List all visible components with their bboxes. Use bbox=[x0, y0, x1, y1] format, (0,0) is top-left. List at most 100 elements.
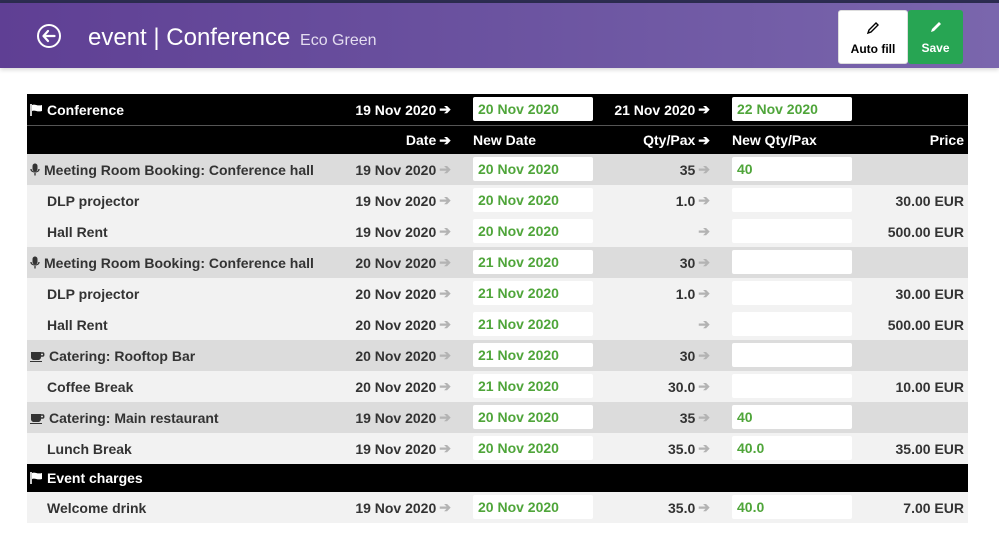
col-new-date: New Date bbox=[473, 132, 537, 148]
row-date: 19 Nov 2020 ➔ bbox=[355, 223, 451, 240]
microphone-icon bbox=[30, 256, 44, 269]
row-price: 7.00 EUR bbox=[903, 499, 964, 516]
new-date-input[interactable]: 20 Nov 2020 bbox=[473, 495, 593, 519]
new-qty-input[interactable] bbox=[732, 343, 852, 367]
item-row: Lunch Break 19 Nov 2020 ➔ 20 Nov 2020 35.0 ➔ 4… bbox=[27, 433, 968, 464]
arrow-right-icon: ➔ bbox=[439, 101, 451, 117]
arrow-right-icon: ➔ bbox=[439, 440, 451, 456]
conference-date2-to-input[interactable]: 22 Nov 2020 bbox=[732, 97, 852, 121]
group-row: Meeting Room Booking: Conference hall 19 … bbox=[27, 154, 968, 185]
new-qty-input[interactable]: 40 bbox=[732, 157, 852, 181]
new-qty-input[interactable] bbox=[732, 312, 852, 336]
row-name: Hall Rent bbox=[47, 216, 108, 247]
conference-header-row: Conference 19 Nov 2020 ➔ 20 Nov 2020 21 … bbox=[27, 94, 968, 125]
new-qty-input[interactable]: 40 bbox=[732, 405, 852, 429]
page-title: event | Conference Eco Green bbox=[88, 24, 377, 52]
arrow-right-icon: ➔ bbox=[698, 254, 710, 270]
new-date-input[interactable]: 20 Nov 2020 bbox=[473, 405, 593, 429]
save-button[interactable]: Save bbox=[908, 10, 963, 64]
row-qty: 35 ➔ bbox=[679, 161, 710, 178]
col-qty: Qty/Pax ➔ bbox=[643, 131, 710, 149]
event-charges-label: Event charges bbox=[30, 464, 143, 492]
arrow-right-icon: ➔ bbox=[698, 161, 710, 177]
new-date-input[interactable]: 20 Nov 2020 bbox=[473, 157, 593, 181]
coffee-cup-icon bbox=[30, 412, 49, 424]
booking-table: Conference 19 Nov 2020 ➔ 20 Nov 2020 21 … bbox=[27, 94, 968, 523]
row-name-text: Meeting Room Booking: Conference hall bbox=[44, 254, 314, 271]
save-label: Save bbox=[921, 41, 950, 55]
row-name-text: Meeting Room Booking: Conference hall bbox=[44, 161, 314, 178]
arrow-right-icon: ➔ bbox=[698, 316, 710, 332]
col-price: Price bbox=[929, 132, 964, 148]
row-name-text: Catering: Main restaurant bbox=[49, 409, 219, 426]
row-name: Welcome drink bbox=[47, 492, 146, 523]
group-row: Meeting Room Booking: Conference hall 20 … bbox=[27, 247, 968, 278]
arrow-right-icon: ➔ bbox=[439, 347, 451, 363]
row-name-text: DLP projector bbox=[47, 285, 140, 302]
row-price: 30.00 EUR bbox=[895, 285, 964, 302]
arrow-right-icon: ➔ bbox=[698, 378, 710, 394]
row-price: 500.00 EUR bbox=[887, 316, 964, 333]
arrow-right-icon: ➔ bbox=[439, 499, 451, 515]
new-qty-input[interactable] bbox=[732, 374, 852, 398]
row-name: DLP projector bbox=[47, 185, 139, 216]
autofill-button[interactable]: Auto fill bbox=[838, 10, 908, 64]
row-price: 30.00 EUR bbox=[895, 192, 964, 209]
row-qty: 1.0 ➔ bbox=[675, 192, 710, 209]
new-qty-input[interactable] bbox=[732, 281, 852, 305]
title-subtitle: Eco Green bbox=[300, 32, 377, 49]
new-date-input[interactable]: 21 Nov 2020 bbox=[473, 250, 593, 274]
col-new-qty: New Qty/Pax bbox=[732, 132, 817, 148]
row-qty: 35.0 ➔ bbox=[668, 440, 710, 457]
row-name-text: Coffee Break bbox=[47, 378, 134, 395]
app-header: event | Conference Eco Green Auto fill S… bbox=[0, 3, 999, 68]
row-qty: ➔ bbox=[695, 309, 710, 340]
row-date: 19 Nov 2020 ➔ bbox=[355, 499, 451, 516]
arrow-right-icon: ➔ bbox=[698, 409, 710, 425]
row-date: 20 Nov 2020 ➔ bbox=[355, 285, 451, 302]
new-qty-input[interactable] bbox=[732, 250, 852, 274]
arrow-right-icon: ➔ bbox=[698, 499, 710, 515]
arrow-right-icon: ➔ bbox=[698, 192, 710, 208]
row-qty: 30.0 ➔ bbox=[668, 378, 710, 395]
group-row: Catering: Main restaurant 19 Nov 2020 ➔ 20 … bbox=[27, 402, 968, 433]
row-name-text: Hall Rent bbox=[47, 316, 108, 333]
arrow-right-icon: ➔ bbox=[698, 223, 710, 239]
back-button[interactable] bbox=[37, 24, 61, 48]
arrow-right-icon: ➔ bbox=[439, 161, 451, 177]
row-qty: 35.0 ➔ bbox=[668, 499, 710, 516]
new-date-input[interactable]: 21 Nov 2020 bbox=[473, 343, 593, 367]
row-name: Catering: Rooftop Bar bbox=[30, 340, 195, 371]
event-charges-header-row: Event charges bbox=[27, 464, 968, 492]
arrow-right-icon: ➔ bbox=[439, 192, 451, 208]
item-row: Coffee Break 20 Nov 2020 ➔ 21 Nov 2020 30.0 ➔… bbox=[27, 371, 968, 402]
group-row: Catering: Rooftop Bar 20 Nov 2020 ➔ 21 Nov … bbox=[27, 340, 968, 371]
new-date-input[interactable]: 20 Nov 2020 bbox=[473, 188, 593, 212]
item-row: DLP projector 19 Nov 2020 ➔ 20 Nov 2020 1.0 ➔… bbox=[27, 185, 968, 216]
row-price: 500.00 EUR bbox=[887, 223, 964, 240]
row-qty: 30 ➔ bbox=[679, 254, 710, 271]
new-qty-input[interactable]: 40.0 bbox=[732, 436, 852, 460]
arrow-right-icon: ➔ bbox=[439, 316, 451, 332]
new-date-input[interactable]: 20 Nov 2020 bbox=[473, 436, 593, 460]
new-date-input[interactable]: 21 Nov 2020 bbox=[473, 281, 593, 305]
new-qty-input[interactable] bbox=[732, 219, 852, 243]
row-name-text: DLP projector bbox=[47, 192, 140, 209]
new-qty-input[interactable] bbox=[732, 188, 852, 212]
conference-date-to-input[interactable]: 20 Nov 2020 bbox=[473, 97, 593, 121]
row-date: 20 Nov 2020 ➔ bbox=[355, 347, 451, 364]
arrow-right-icon: ➔ bbox=[698, 440, 710, 456]
row-date: 20 Nov 2020 ➔ bbox=[355, 378, 451, 395]
pencil-icon bbox=[866, 22, 879, 35]
row-qty: ➔ bbox=[695, 216, 710, 247]
new-date-input[interactable]: 21 Nov 2020 bbox=[473, 312, 593, 336]
new-date-input[interactable]: 20 Nov 2020 bbox=[473, 219, 593, 243]
new-qty-input[interactable]: 40.0 bbox=[732, 495, 852, 519]
row-date: 19 Nov 2020 ➔ bbox=[355, 161, 451, 178]
item-row: Welcome drink 19 Nov 2020 ➔ 20 Nov 2020 35.0… bbox=[27, 492, 968, 523]
new-date-input[interactable]: 21 Nov 2020 bbox=[473, 374, 593, 398]
row-date: 20 Nov 2020 ➔ bbox=[355, 316, 451, 333]
arrow-right-icon: ➔ bbox=[698, 285, 710, 301]
microphone-icon bbox=[30, 163, 44, 176]
row-name-text: Welcome drink bbox=[47, 499, 147, 516]
